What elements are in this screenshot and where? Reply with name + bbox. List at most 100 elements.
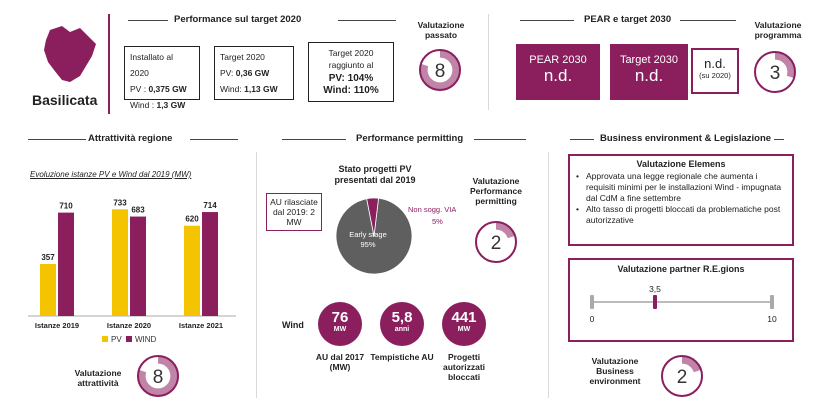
legend-label-wind: WIND [135,335,157,344]
wind-label: Wind [282,320,304,330]
metric-tempi-circle: 5,8 anni [380,302,424,346]
bar-value-label: 683 [131,206,145,215]
gauge-programma-label: Valutazione programma [754,20,802,40]
reached-wind: Wind: 110% [323,85,379,96]
reached-box: Target 2020 raggiunto al PV: 104% Wind: … [308,42,394,102]
scale-min-label: 0 [590,314,595,324]
elemens-box: Valutazione Elemens Approvata una legge … [568,154,794,246]
pear-2030-value: n.d. [543,66,573,85]
scale-max-label: 10 [767,314,777,324]
regions-title: Valutazione partner R.E.gions [617,264,745,274]
gauge-hole [483,229,509,255]
elemens-bullet-1: Approvata una legge regionale che aument… [576,171,786,204]
bar-category-label: Istanze 2021 [179,321,223,330]
scale-min-tick [590,295,594,309]
installed-pv-label: PV : [130,84,147,94]
nd-value: n.d. [704,56,726,71]
legend-label-pv: PV [111,335,122,344]
target-box: Target 2020 PV: 0,36 GW Wind: 1,13 GW [214,46,294,100]
bar-pv-1 [40,264,56,316]
target-title: Target 2020 [220,52,265,62]
pie-label-value: 95% [360,240,375,249]
bar-chart-title: Evoluzione istanze PV e Wind dal 2019 (M… [30,170,192,179]
bar-wind-1 [58,212,74,316]
bar-value-label: 357 [41,253,55,262]
metric-tempi-unit: anni [394,326,410,333]
elemens-bullet-2: Alto tasso di progetti bloccati da probl… [576,204,786,226]
reached-title: Target 2020 raggiunto al [328,48,374,70]
metric-au-unit: MW [333,326,347,333]
region-divider [108,14,110,114]
pear-title: PEAR e target 2030 [584,14,672,25]
gauge-attrattivita: 8 [136,354,180,403]
target-2030-title: Target 2030 [619,54,679,66]
business-title: Business environment & Legislazione [600,133,772,144]
permitting-title: Performance permitting [356,133,464,144]
installed-wind-value: 1,3 GW [156,100,186,110]
gauge-business: 2 [660,354,704,403]
reached-pv: PV: 104% [328,73,374,84]
metric-au-circle: 76 MW [318,302,362,346]
metric-bloccati-unit: MW [457,326,471,333]
performance-target-title: Performance sul target 2020 [174,14,302,25]
gauge-hole [762,59,788,85]
gauge-hole [669,363,695,389]
gauge-permitting-label: Valutazione Performance permitting [470,176,522,206]
gauge-hole [145,363,171,389]
installed-wind-label: Wind : [130,100,155,110]
bar-value-label: 733 [113,198,127,207]
attractiveness-title: Attrattività regione [88,133,173,144]
target-wind-value: 1,13 GW [244,84,278,94]
bar-pv-3 [184,225,200,316]
regions-box: Valutazione partner R.E.gions 3,5 0 10 [568,258,794,342]
region-name: Basilicata [32,92,98,108]
installed-title: Installato al 2020 [130,52,173,78]
installed-pv-value: 0,375 GW [148,84,187,94]
gauge-score: 2 [677,367,688,388]
au-box: AU rilasciate dal 2019: 2 MW [266,193,322,231]
target-wind-label: Wind: [220,84,242,94]
scale-marker [653,295,657,309]
gauge-score: 8 [435,61,446,82]
gauge-business-label: Valutazione Business environment [589,356,641,386]
legend-swatch-pv [102,336,108,342]
installed-box: Installato al 2020 PV : 0,375 GW Wind : … [124,46,200,110]
bar-category-label: Istanze 2020 [107,321,151,330]
bar-value-label: 714 [203,201,217,210]
target-2030-value: n.d. [634,66,664,85]
target-pv-label: PV: [220,68,234,78]
au-box-text: AU rilasciate dal 2019: 2 MW [270,197,318,227]
bar-wind-2 [130,216,146,316]
scale-value-label: 3,5 [649,284,661,294]
pear-2030-title: PEAR 2030 [529,54,587,66]
pie-slice-1 [336,197,413,275]
gauge-programma: 3 [753,50,797,99]
pie-small-label-value: 5% [432,217,443,226]
regions-scale: 3,5 0 10 [590,284,777,324]
metric-tempi-value: 5,8 [391,309,413,326]
gauge-score: 3 [770,63,781,84]
metric-bloccati-label: Progetti autorizzati bloccati [442,352,486,382]
scale-max-tick [770,295,774,309]
bar-value-label: 620 [185,215,199,224]
gauge-permitting: 2 [474,220,518,269]
bar-value-label: 710 [59,202,73,211]
metric-bloccati-value: 441 [451,309,477,326]
region-map-icon [44,26,96,82]
pie-title: Stato progetti PV presentati dal 2019 [334,164,416,185]
bar-chart: 357 710 Istanze 2019 733 683 Istanze 2020 620 7… [28,198,236,344]
bar-pv-2 [112,209,128,316]
target-pv-value: 0,36 GW [235,68,270,78]
bar-category-label: Istanze 2019 [35,321,79,330]
elemens-title: Valutazione Elemens [636,159,726,169]
metric-bloccati-circle: 441 MW [442,302,486,346]
gauge-score: 8 [153,367,164,388]
legend-swatch-wind [126,336,132,342]
nd-note: (su 2020) [699,71,731,80]
gauge-passato-label: Valutazione passato [417,20,465,40]
target-2030-box: Target 2030 n.d. [610,44,688,100]
pie-label-name: Early stage [349,230,387,239]
gauge-attrattivita-label: Valutazione attrattività [74,368,122,388]
